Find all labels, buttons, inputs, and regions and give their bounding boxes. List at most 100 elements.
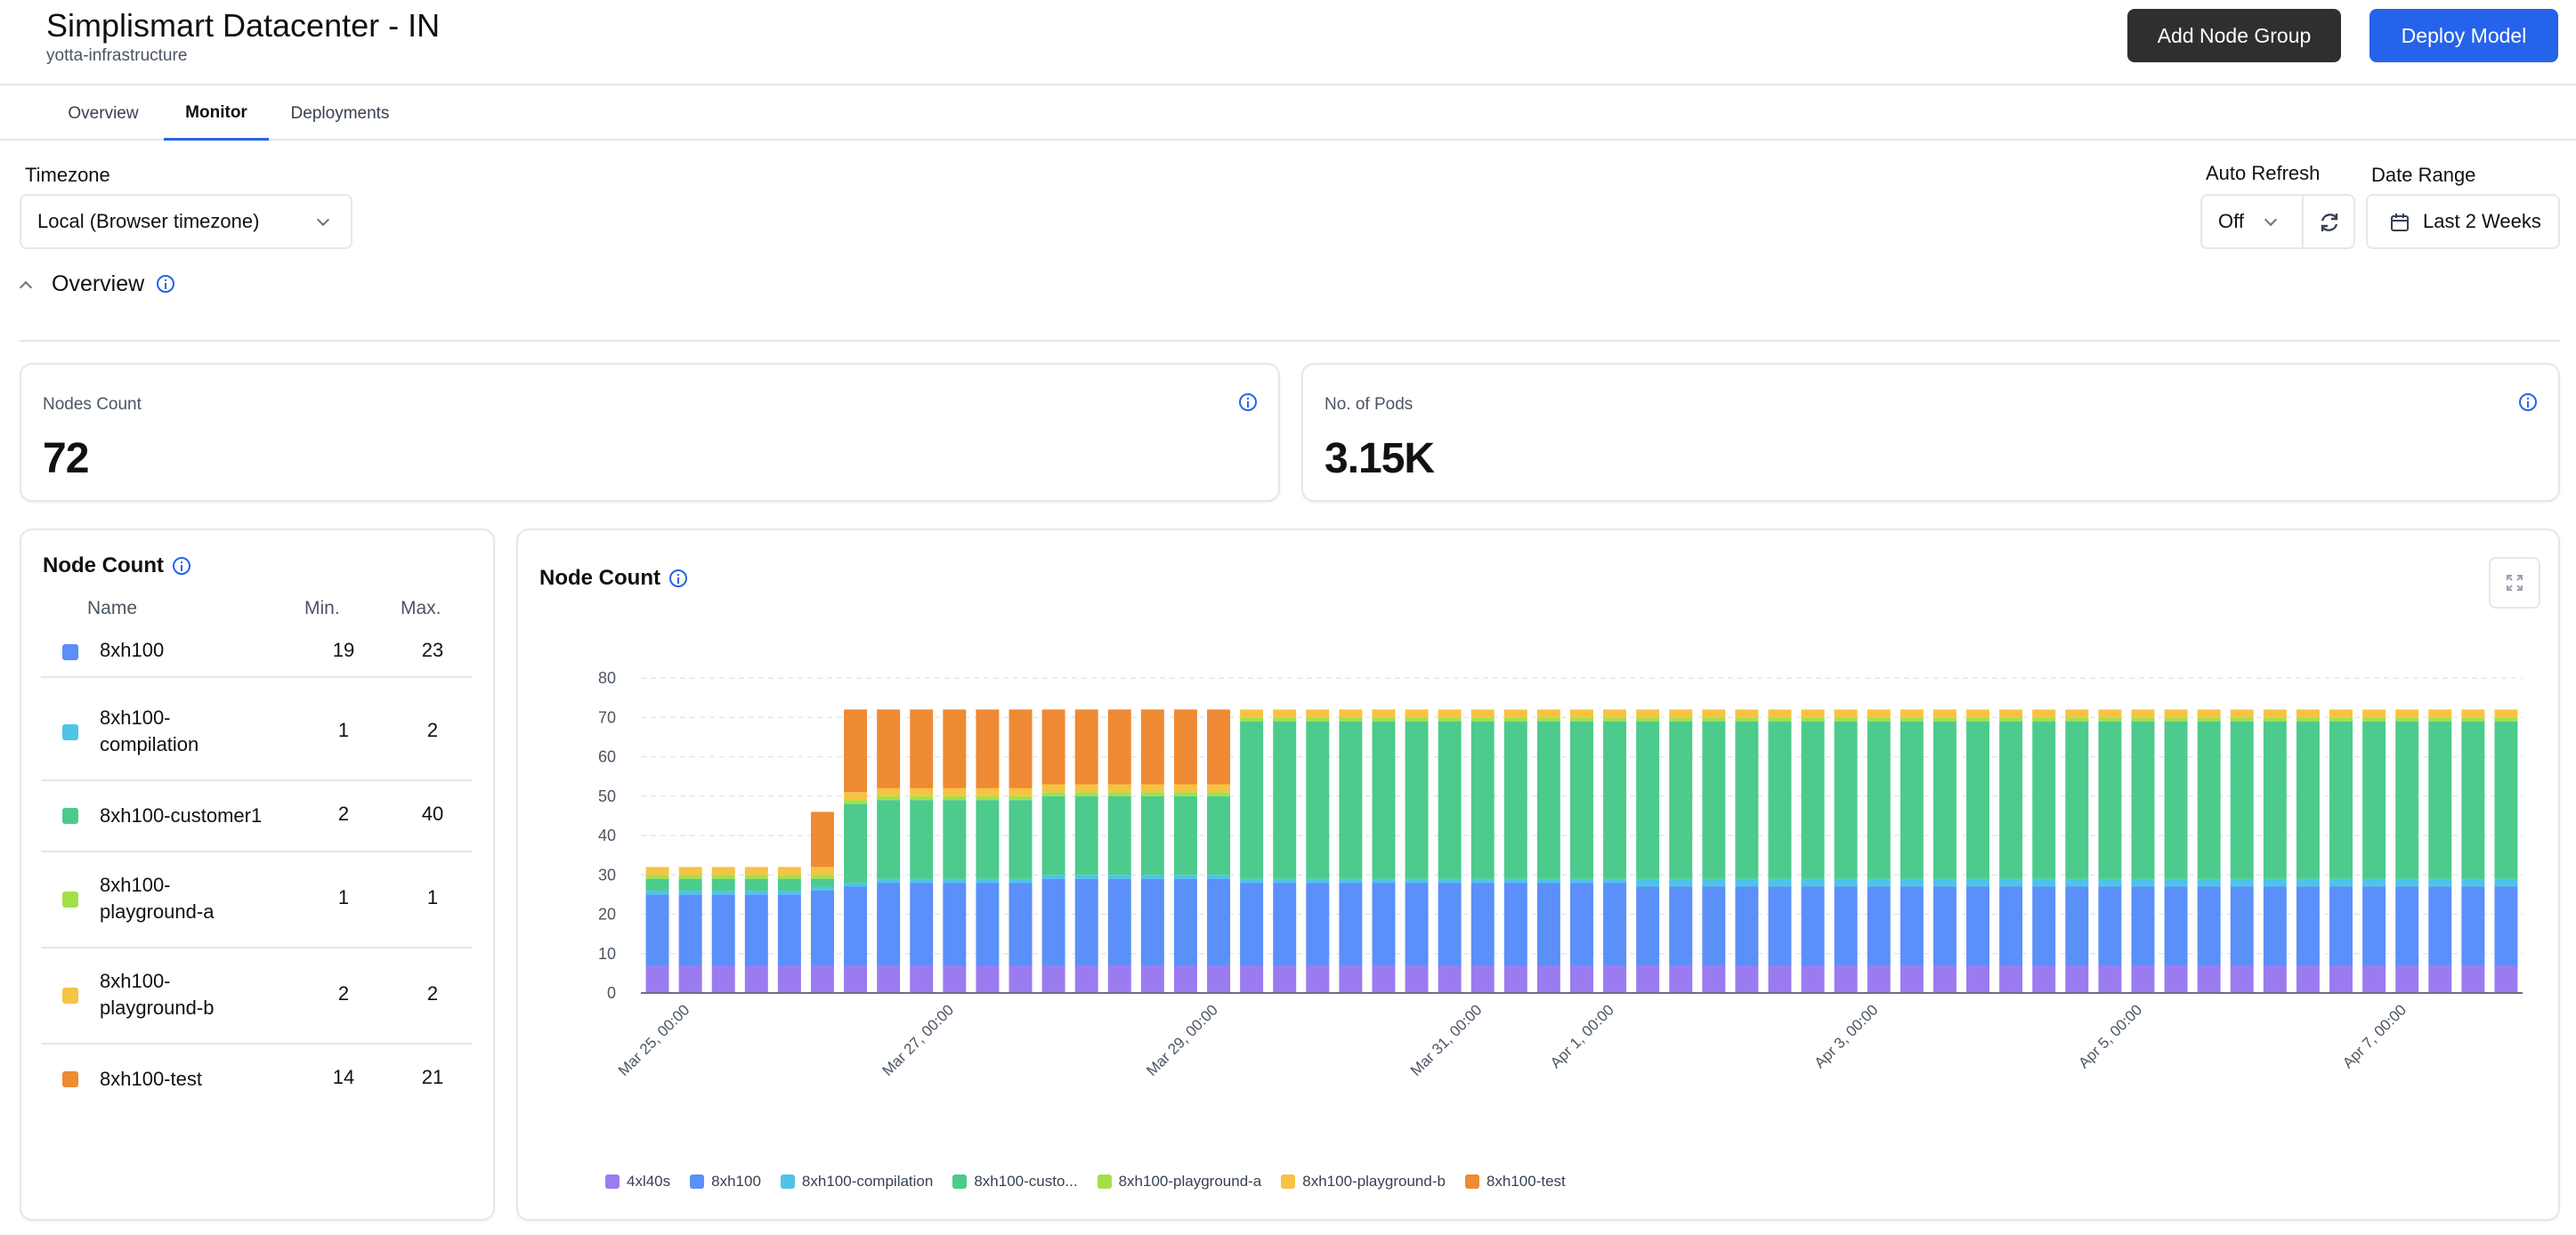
bar-segment — [1867, 709, 1891, 718]
bar-segment — [1834, 886, 1858, 966]
legend-item[interactable]: 8xh100-custo... — [952, 1173, 1078, 1191]
table-row[interactable]: 8xh100-playground-b 2 2 — [41, 948, 472, 1045]
add-node-group-button[interactable]: Add Node Group — [2127, 9, 2341, 62]
bar-segment — [2428, 878, 2452, 887]
bar-segment — [1074, 792, 1098, 796]
stat-value: 72 — [43, 435, 89, 482]
tab-deployments[interactable]: Deployments — [290, 104, 390, 123]
bar-segment — [2494, 886, 2518, 966]
bar-segment — [1834, 721, 1858, 879]
deploy-model-button[interactable]: Deploy Model — [2369, 9, 2558, 62]
bar-segment — [1372, 878, 1396, 884]
bar-segment — [1834, 717, 1858, 722]
timezone-select[interactable]: Local (Browser timezone) — [20, 194, 352, 249]
bar-segment — [777, 875, 801, 879]
section-divider — [20, 340, 2560, 342]
info-icon[interactable] — [668, 569, 687, 587]
y-tick-label: 20 — [598, 906, 616, 924]
bar-segment — [1041, 878, 1065, 966]
bar-segment — [844, 792, 868, 801]
auto-refresh-value[interactable]: Off — [2218, 210, 2244, 232]
bar-segment — [2197, 717, 2221, 722]
legend-item[interactable]: 8xh100-test — [1464, 1173, 1566, 1191]
bar-segment — [2329, 965, 2353, 993]
bar-segment — [1801, 717, 1825, 722]
info-icon[interactable] — [157, 275, 175, 293]
y-tick-label: 60 — [598, 748, 616, 766]
bar-segment — [1009, 795, 1033, 801]
bar-segment — [1405, 878, 1429, 884]
table-row[interactable]: 8xh100 19 23 — [41, 639, 472, 678]
bar-segment — [1074, 878, 1098, 966]
column-header-min[interactable]: Min. — [304, 598, 340, 618]
bar-segment — [1636, 886, 1660, 966]
bar-segment — [1339, 717, 1363, 722]
bar-segment — [1932, 886, 1956, 966]
bar-segment — [976, 800, 1000, 879]
bar-segment — [2164, 721, 2188, 879]
bar-segment — [1173, 875, 1197, 879]
table-row[interactable]: 8xh100-compilation 1 2 — [41, 685, 472, 781]
bar-segment — [1470, 717, 1495, 722]
row-name: 8xh100-customer1 — [100, 804, 263, 827]
legend-swatch — [780, 1174, 795, 1189]
date-range-select[interactable]: Last 2 Weeks — [2366, 194, 2560, 249]
legend-label: 8xh100 — [711, 1173, 761, 1190]
refresh-icon[interactable] — [2309, 206, 2350, 238]
row-max: 2 — [426, 719, 439, 741]
table-row[interactable]: 8xh100-playground-a 1 1 — [41, 852, 472, 948]
legend-item[interactable]: 8xh100-compilation — [780, 1173, 933, 1191]
bar-segment — [1173, 795, 1197, 876]
legend-item[interactable]: 8xh100-playground-a — [1097, 1173, 1261, 1191]
legend-item[interactable]: 8xh100-playground-b — [1281, 1173, 1446, 1191]
bar-segment — [2131, 721, 2155, 879]
bar-segment — [1140, 875, 1164, 879]
bar-segment — [744, 965, 768, 993]
legend-item[interactable]: 4xl40s — [605, 1173, 670, 1191]
bar-segment — [1240, 883, 1264, 966]
date-range-label: Date Range — [2371, 164, 2476, 186]
bar-segment — [1768, 965, 1792, 993]
bar-segment — [1207, 784, 1231, 793]
bar-segment — [744, 894, 768, 966]
bar-segment — [1768, 709, 1792, 718]
bar-segment — [711, 875, 735, 879]
bar-segment — [1636, 717, 1660, 722]
bar-segment — [1966, 965, 1990, 993]
info-icon[interactable] — [2519, 393, 2537, 411]
bar-segment — [1867, 886, 1891, 966]
tab-monitor[interactable]: Monitor — [164, 87, 269, 141]
bar-segment — [2230, 721, 2254, 879]
bar-segment — [1801, 878, 1825, 887]
bar-segment — [1470, 883, 1495, 966]
bar-segment — [844, 709, 868, 793]
auto-refresh-label: Auto Refresh — [2206, 162, 2321, 184]
overview-section-toggle[interactable]: Overview — [19, 270, 175, 297]
legend-swatch — [1281, 1174, 1296, 1189]
column-header-max[interactable]: Max. — [401, 598, 441, 618]
table-row[interactable]: 8xh100-customer1 2 40 — [41, 781, 472, 852]
expand-chart-button[interactable] — [2489, 557, 2540, 609]
bar-segment — [1438, 883, 1462, 966]
bar-segment — [1735, 878, 1759, 887]
bar-segment — [2296, 717, 2320, 722]
legend-item[interactable]: 8xh100 — [690, 1173, 761, 1191]
bar-segment — [1306, 709, 1330, 718]
bar-segment — [1240, 878, 1264, 884]
card-title: Node Count — [43, 553, 190, 578]
bar-segment — [1009, 800, 1033, 879]
bar-segment — [1735, 717, 1759, 722]
legend-swatch — [605, 1174, 620, 1189]
table-row[interactable]: 8xh100-test 14 21 — [41, 1045, 472, 1116]
info-icon[interactable] — [172, 557, 190, 575]
row-min: 1 — [337, 886, 350, 908]
column-header-name[interactable]: Name — [87, 598, 138, 618]
bar-segment — [2461, 717, 2485, 722]
bar-segment — [1669, 878, 1693, 887]
bar-segment — [645, 894, 669, 966]
tab-overview[interactable]: Overview — [68, 104, 139, 123]
info-icon[interactable] — [1239, 393, 1257, 411]
bar-segment — [1339, 883, 1363, 966]
bar-segment — [1636, 721, 1660, 879]
bar-segment — [1470, 709, 1495, 718]
